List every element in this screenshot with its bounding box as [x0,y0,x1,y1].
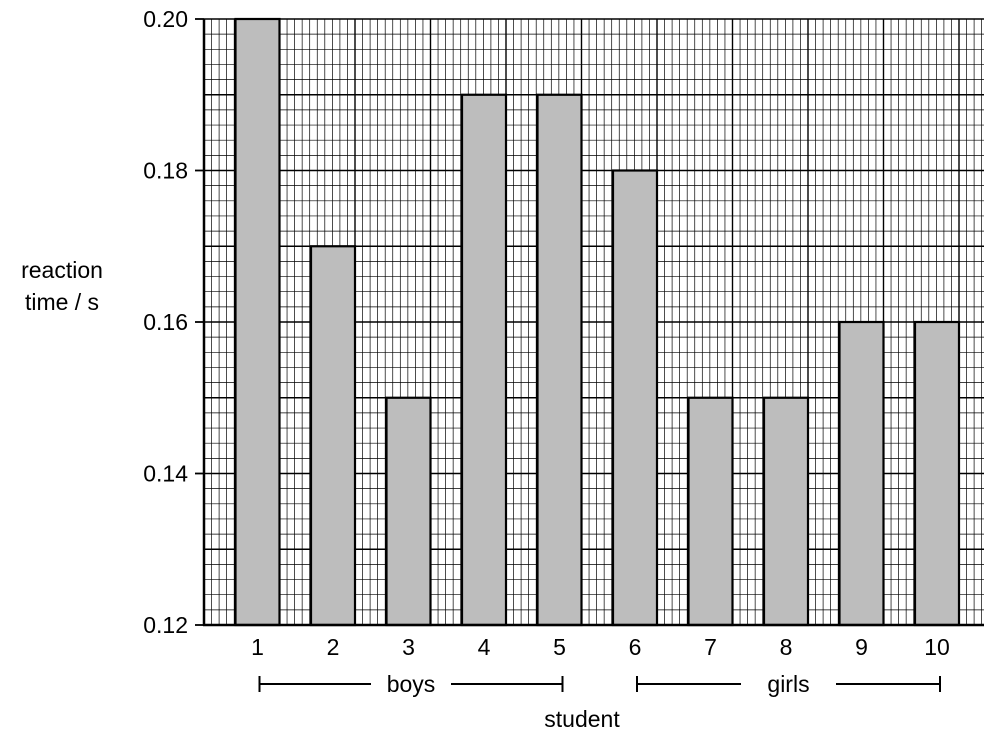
y-tick-label: 0.18 [143,158,188,184]
bar-student-8 [762,396,810,627]
x-tick-label: 1 [251,634,264,660]
group-label-girls: girls [767,671,809,697]
bar-student-2 [309,245,357,627]
x-tick-label: 7 [704,634,717,660]
x-tick-label: 8 [780,634,793,660]
axes: 0.12 0.14 0.16 0.18 0.20 1 2 3 4 5 6 7 8 9 10 boys girls [143,6,984,697]
x-tick-label: 9 [855,634,868,660]
bar-student-5 [536,93,583,627]
bars [234,17,961,627]
bar-student-1 [234,17,281,627]
bar-student-4 [460,93,508,627]
y-axis-label-line-1: reaction [21,257,103,283]
bar-student-7 [687,396,734,627]
x-tick-label: 6 [629,634,642,660]
group-label-boys: boys [387,671,436,697]
bar-student-6 [611,169,659,627]
y-tick-label: 0.16 [143,309,188,335]
x-tick-label: 5 [553,634,566,660]
y-tick-label: 0.20 [143,6,188,32]
bar-student-10 [913,320,961,627]
y-tick-label: 0.12 [143,612,188,638]
x-tick-label: 3 [402,634,415,660]
x-axis-label: student [544,706,620,732]
x-tick-label: 2 [327,634,340,660]
bar-student-3 [385,396,432,627]
y-axis-label-line-2: time / s [25,289,99,315]
bar-student-9 [838,320,885,627]
x-tick-label: 4 [478,634,491,660]
x-tick-label: 10 [924,634,950,660]
y-tick-label: 0.14 [143,461,188,487]
